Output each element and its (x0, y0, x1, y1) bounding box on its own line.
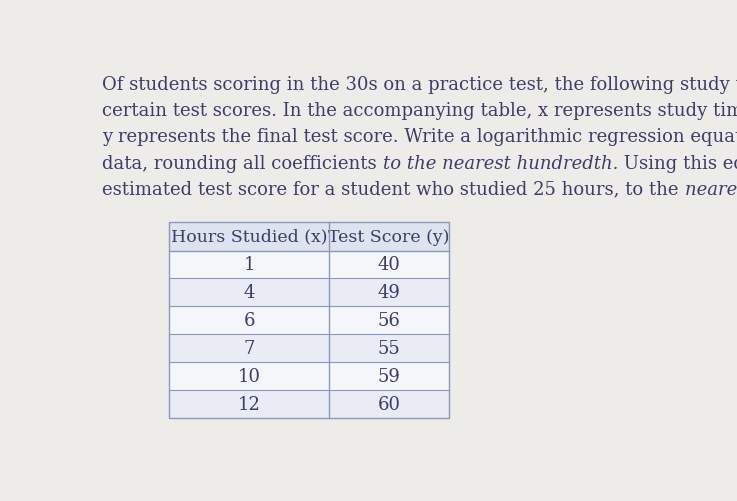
Text: 55: 55 (378, 339, 400, 357)
FancyBboxPatch shape (170, 362, 449, 390)
Text: to the nearest hundredth.: to the nearest hundredth. (383, 154, 618, 172)
Text: 4: 4 (243, 284, 255, 302)
Text: 7: 7 (243, 339, 255, 357)
Text: 56: 56 (377, 312, 401, 330)
FancyBboxPatch shape (170, 222, 449, 251)
FancyBboxPatch shape (170, 334, 449, 362)
Text: 6: 6 (243, 312, 255, 330)
Text: 59: 59 (377, 367, 401, 385)
Text: 40: 40 (377, 256, 401, 274)
FancyBboxPatch shape (170, 279, 449, 307)
Text: certain test scores. In the accompanying table, x represents study time, in hour: certain test scores. In the accompanying… (102, 102, 737, 120)
Text: Of students scoring in the 30s on a practice test, the following study times res: Of students scoring in the 30s on a prac… (102, 76, 737, 94)
FancyBboxPatch shape (170, 307, 449, 334)
FancyBboxPatch shape (170, 390, 449, 418)
Text: 49: 49 (377, 284, 401, 302)
Text: y represents the final test score. Write a logarithmic regression equation: y represents the final test score. Write… (102, 128, 737, 146)
Text: Hours Studied (x): Hours Studied (x) (171, 228, 327, 245)
Text: data, rounding all coefficients: data, rounding all coefficients (102, 154, 383, 172)
Text: 1: 1 (243, 256, 255, 274)
Text: nearest integer.: nearest integer. (685, 180, 737, 198)
Text: Test Score (y): Test Score (y) (329, 228, 450, 245)
Text: estimated test score for a student who studied 25 hours, to the: estimated test score for a student who s… (102, 180, 685, 198)
Text: 10: 10 (238, 367, 261, 385)
FancyBboxPatch shape (170, 251, 449, 279)
Text: 60: 60 (377, 395, 401, 413)
Text: Using this equation, find an: Using this equation, find an (618, 154, 737, 172)
Text: 12: 12 (238, 395, 261, 413)
